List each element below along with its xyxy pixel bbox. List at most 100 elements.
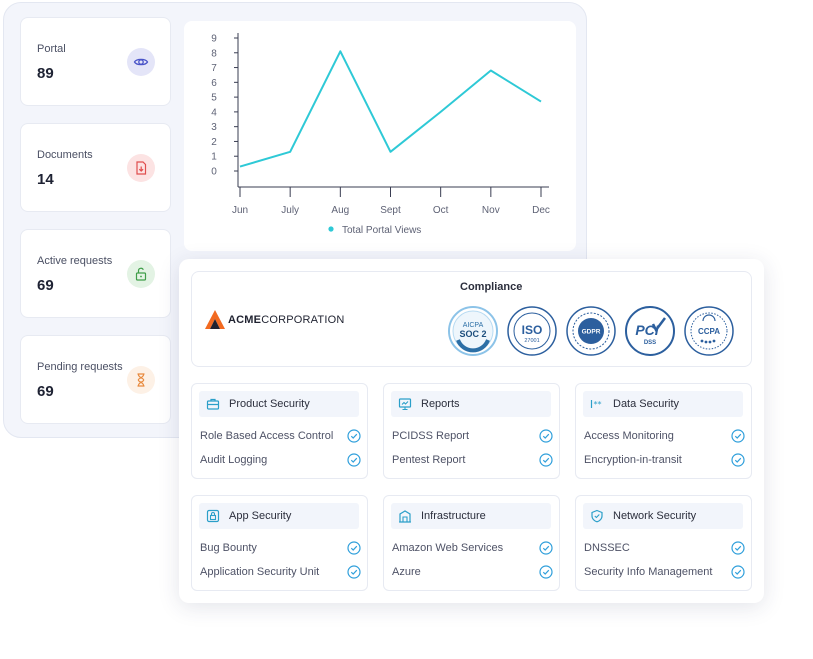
category-header[interactable]: Product Security <box>199 391 359 417</box>
check-circle-icon <box>731 429 745 443</box>
x-tick-label: Dec <box>532 205 550 216</box>
list-item-label: DNSSEC <box>584 542 630 554</box>
check-circle-icon <box>539 565 553 579</box>
stat-card-portal[interactable]: Portal 89 <box>20 17 171 106</box>
stat-card-documents[interactable]: Documents 14 <box>20 123 171 212</box>
presentation-icon <box>398 397 412 411</box>
acme-wordmark-bold: ACME <box>228 314 262 326</box>
y-tick-label: 1 <box>211 152 217 163</box>
list-item-label: Security Info Management <box>584 566 713 578</box>
y-tick-label: 6 <box>211 78 217 89</box>
x-tick-label: Nov <box>482 205 500 216</box>
list-item[interactable]: Encryption-in-transit <box>584 452 745 468</box>
list-item[interactable]: PCIDSS Report <box>392 428 553 444</box>
list-item[interactable]: Security Info Management <box>584 564 745 580</box>
x-tick-label: Aug <box>331 205 349 216</box>
check-circle-icon <box>347 453 361 467</box>
list-item-label: Azure <box>392 566 421 578</box>
y-tick-label: 9 <box>211 34 217 45</box>
stat-value: 69 <box>37 277 54 294</box>
list-item[interactable]: Role Based Access Control <box>200 428 361 444</box>
list-item-label: Pentest Report <box>392 454 466 466</box>
portal-views-chart: 0 1 2 3 4 5 6 7 8 9 Jun July Aug Sept Oct Nov Dec Total P… <box>184 21 576 251</box>
check-circle-icon <box>347 429 361 443</box>
category-title: Infrastructure <box>421 510 486 522</box>
pci-badge-sub: DSS <box>644 340 656 346</box>
shield-check-icon <box>590 509 604 523</box>
category-header[interactable]: App Security <box>199 503 359 529</box>
list-item[interactable]: Amazon Web Services <box>392 540 553 556</box>
check-circle-icon <box>731 541 745 555</box>
soc2-badge-top: AICPA <box>463 322 484 329</box>
y-tick-label: 2 <box>211 137 217 148</box>
category-header[interactable]: Infrastructure <box>391 503 551 529</box>
check-circle-icon <box>347 541 361 555</box>
soc2-badge-main: SOC 2 <box>459 329 486 339</box>
category-header[interactable]: Network Security <box>583 503 743 529</box>
acme-logo: ACMECORPORATION <box>204 309 344 331</box>
gdpr-badge-icon[interactable]: GDPR <box>566 306 616 356</box>
x-tick-label: Jun <box>232 205 248 216</box>
list-item-label: Audit Logging <box>200 454 268 466</box>
building-icon <box>398 509 412 523</box>
dashboard-panel: Portal 89 Documents 14 Active requests 6… <box>3 2 587 438</box>
x-tick-label: Sept <box>380 205 401 216</box>
list-item-label: Bug Bounty <box>200 542 257 554</box>
ccpa-badge-main: CCPA <box>698 327 720 336</box>
stat-label: Active requests <box>37 255 113 267</box>
check-circle-icon <box>539 453 553 467</box>
stat-label: Portal <box>37 43 66 55</box>
category-card-app-security: App Security Bug Bounty Application Secu… <box>191 495 368 591</box>
category-card-network-security: Network Security DNSSEC Security Info Ma… <box>575 495 752 591</box>
list-item[interactable]: Pentest Report <box>392 452 553 468</box>
list-item[interactable]: Application Security Unit <box>200 564 361 580</box>
check-circle-icon <box>539 541 553 555</box>
category-card-infrastructure: Infrastructure Amazon Web Services Azure <box>383 495 560 591</box>
ccpa-badge-icon[interactable]: CCPA <box>684 306 734 356</box>
compliance-panel: Compliance ACMECORPORATION AICPA SOC 2 I… <box>179 259 764 603</box>
stat-value: 89 <box>37 65 54 82</box>
legend-marker <box>328 226 334 232</box>
list-item[interactable]: Bug Bounty <box>200 540 361 556</box>
stat-value: 14 <box>37 171 54 188</box>
series-line <box>239 50 542 168</box>
compliance-badges: AICPA SOC 2 ISO 27001 GDPR PCI <box>448 306 734 356</box>
acme-wordmark-rest: CORPORATION <box>261 314 345 326</box>
check-circle-icon <box>731 565 745 579</box>
y-tick-label: 4 <box>211 107 217 118</box>
category-header[interactable]: ** Data Security <box>583 391 743 417</box>
pci-dss-badge-icon[interactable]: PCI DSS <box>625 306 675 356</box>
list-item-label: Application Security Unit <box>200 566 320 578</box>
check-circle-icon <box>539 429 553 443</box>
compliance-title: Compliance <box>460 281 523 293</box>
category-title: App Security <box>229 510 292 522</box>
briefcase-icon <box>206 397 220 411</box>
hourglass-icon <box>127 366 155 394</box>
stat-card-pending-requests[interactable]: Pending requests 69 <box>20 335 171 424</box>
category-title: Data Security <box>613 398 680 410</box>
iso-badge-sub: 27001 <box>524 338 539 344</box>
y-tick-label: 7 <box>211 63 217 74</box>
x-tick-label: Oct <box>433 205 449 216</box>
gdpr-badge-main: GDPR <box>582 329 601 336</box>
soc2-badge-icon[interactable]: AICPA SOC 2 <box>448 306 498 356</box>
category-title: Reports <box>421 398 460 410</box>
category-card-reports: Reports PCIDSS Report Pentest Report <box>383 383 560 479</box>
list-item-label: Amazon Web Services <box>392 542 504 554</box>
list-item[interactable]: Audit Logging <box>200 452 361 468</box>
compliance-box: Compliance ACMECORPORATION AICPA SOC 2 I… <box>191 271 752 367</box>
stat-label: Documents <box>37 149 93 161</box>
list-item[interactable]: Access Monitoring <box>584 428 745 444</box>
stat-card-active-requests[interactable]: Active requests 69 <box>20 229 171 318</box>
category-header[interactable]: Reports <box>391 391 551 417</box>
list-item[interactable]: Azure <box>392 564 553 580</box>
password-field-icon: ** <box>590 397 604 411</box>
list-item-label: Role Based Access Control <box>200 430 334 442</box>
unlock-icon <box>127 260 155 288</box>
list-item[interactable]: DNSSEC <box>584 540 745 556</box>
stat-label: Pending requests <box>37 361 123 373</box>
lock-app-icon <box>206 509 220 523</box>
iso-27001-badge-icon[interactable]: ISO 27001 <box>507 306 557 356</box>
x-tick-label: July <box>281 205 299 216</box>
acme-wordmark: ACMECORPORATION <box>228 314 344 326</box>
